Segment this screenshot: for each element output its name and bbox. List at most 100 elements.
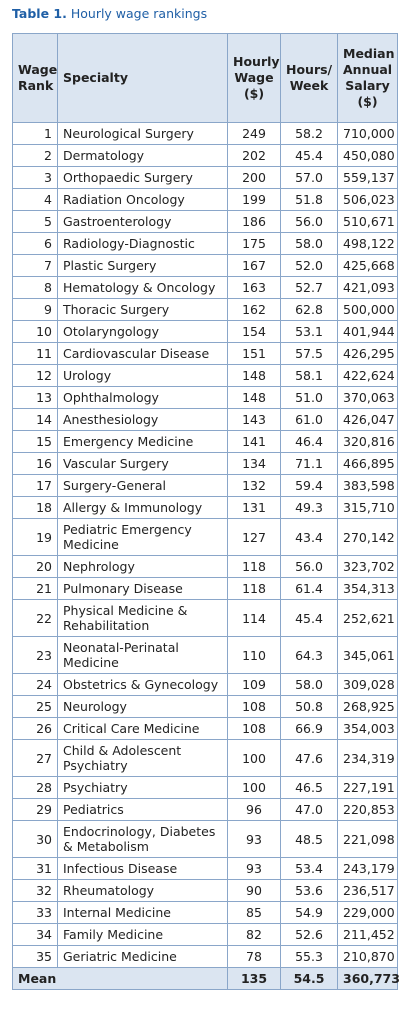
hours-per-week-cell: 43.4: [280, 518, 338, 556]
table-row: 25 Neurology 108 50.8 268,925: [12, 695, 398, 718]
rank-cell: 21: [12, 577, 58, 600]
table-row: 9 Thoracic Surgery 162 62.8 500,000: [12, 298, 398, 321]
rank-cell: 1: [12, 122, 58, 145]
specialty-cell: Ophthalmology: [57, 386, 228, 409]
rank-cell: 10: [12, 320, 58, 343]
header-row: Wage Rank Specialty Hourly Wage ($) Hours/ …: [12, 33, 398, 123]
median-salary-cell: 315,710: [337, 496, 398, 519]
header-cell: Specialty: [57, 33, 228, 123]
table-row: 11 Cardiovascular Disease 151 57.5 426,295: [12, 342, 398, 365]
rank-cell: 34: [12, 923, 58, 946]
specialty-cell: Pulmonary Disease: [57, 577, 228, 600]
hours-per-week-cell: 57.0: [280, 166, 338, 189]
specialty-cell: Pediatrics: [57, 798, 228, 821]
hourly-wage-cell: 132: [227, 474, 281, 497]
table-row: 5 Gastroenterology 186 56.0 510,671: [12, 210, 398, 233]
hours-per-week-cell: 47.0: [280, 798, 338, 821]
header-cell: Hours/ Week: [280, 33, 338, 123]
table-row: 14 Anesthesiology 143 61.0 426,047: [12, 408, 398, 431]
median-salary-cell: 234,319: [337, 739, 398, 777]
rank-cell: 35: [12, 945, 58, 968]
hourly-wage-cell: 143: [227, 408, 281, 431]
hours-per-week-cell: 59.4: [280, 474, 338, 497]
specialty-cell: Nephrology: [57, 555, 228, 578]
table-row: 35 Geriatric Medicine 78 55.3 210,870: [12, 945, 398, 968]
rank-cell: 29: [12, 798, 58, 821]
table-row: 4 Radiation Oncology 199 51.8 506,023: [12, 188, 398, 211]
rank-cell: 26: [12, 717, 58, 740]
median-salary-cell: 422,624: [337, 364, 398, 387]
median-salary-cell: 354,313: [337, 577, 398, 600]
table-row: 1 Neurological Surgery 249 58.2 710,000: [12, 122, 398, 145]
table-body: 1 Neurological Surgery 249 58.2 710,000 2 Derm…: [12, 122, 398, 968]
rank-cell: 33: [12, 901, 58, 924]
hours-per-week-cell: 66.9: [280, 717, 338, 740]
hourly-wage-cell: 131: [227, 496, 281, 519]
hourly-wage-cell: 93: [227, 857, 281, 880]
specialty-cell: Otolaryngology: [57, 320, 228, 343]
specialty-cell: Surgery-General: [57, 474, 228, 497]
median-salary-cell: 426,295: [337, 342, 398, 365]
rank-cell: 19: [12, 518, 58, 556]
hours-per-week-cell: 49.3: [280, 496, 338, 519]
rank-cell: 3: [12, 166, 58, 189]
median-salary-cell: 221,098: [337, 820, 398, 858]
rank-cell: 27: [12, 739, 58, 777]
rank-cell: 4: [12, 188, 58, 211]
specialty-cell: Neonatal-Perinatal Medicine: [57, 636, 228, 674]
hourly-wage-cell: 108: [227, 695, 281, 718]
median-salary-cell: 466,895: [337, 452, 398, 475]
rank-cell: 24: [12, 673, 58, 696]
specialty-cell: Cardiovascular Disease: [57, 342, 228, 365]
specialty-cell: Orthopaedic Surgery: [57, 166, 228, 189]
hourly-wage-cell: 110: [227, 636, 281, 674]
specialty-cell: Plastic Surgery: [57, 254, 228, 277]
hours-per-week-cell: 61.4: [280, 577, 338, 600]
rank-cell: 20: [12, 555, 58, 578]
specialty-cell: Critical Care Medicine: [57, 717, 228, 740]
median-salary-cell: 236,517: [337, 879, 398, 902]
median-salary-cell: 450,080: [337, 144, 398, 167]
table-row: 3 Orthopaedic Surgery 200 57.0 559,137: [12, 166, 398, 189]
hours-per-week-cell: 53.1: [280, 320, 338, 343]
hours-per-week-cell: 64.3: [280, 636, 338, 674]
rank-cell: 22: [12, 599, 58, 637]
table-row: 33 Internal Medicine 85 54.9 229,000: [12, 901, 398, 924]
specialty-cell: Anesthesiology: [57, 408, 228, 431]
hourly-wage-cell: 175: [227, 232, 281, 255]
hourly-wage-cell: 82: [227, 923, 281, 946]
table-row: 19 Pediatric Emergency Medicine 127 43.4 270…: [12, 518, 398, 556]
table-row: 32 Rheumatology 90 53.6 236,517: [12, 879, 398, 902]
hourly-wage-cell: 78: [227, 945, 281, 968]
median-salary-cell: 227,191: [337, 776, 398, 799]
rank-cell: 12: [12, 364, 58, 387]
median-salary-cell: 323,702: [337, 555, 398, 578]
table-row: 30 Endocrinology, Diabetes & Metabolism 93…: [12, 820, 398, 858]
median-salary-cell: 270,142: [337, 518, 398, 556]
median-salary-cell: 425,668: [337, 254, 398, 277]
specialty-cell: Physical Medicine & Rehabilitation: [57, 599, 228, 637]
hours-per-week-cell: 58.0: [280, 673, 338, 696]
rank-cell: 30: [12, 820, 58, 858]
table-row: 26 Critical Care Medicine 108 66.9 354,003: [12, 717, 398, 740]
hours-per-week-cell: 51.8: [280, 188, 338, 211]
rank-cell: 18: [12, 496, 58, 519]
median-salary-cell: 211,452: [337, 923, 398, 946]
hourly-wage-cell: 109: [227, 673, 281, 696]
hours-per-week-cell: 56.0: [280, 555, 338, 578]
mean-label: Mean: [12, 967, 228, 990]
table-row: 21 Pulmonary Disease 118 61.4 354,313: [12, 577, 398, 600]
rank-cell: 6: [12, 232, 58, 255]
specialty-cell: Child & Adolescent Psychiatry: [57, 739, 228, 777]
specialty-cell: Emergency Medicine: [57, 430, 228, 453]
hours-per-week-cell: 71.1: [280, 452, 338, 475]
hours-per-week-cell: 46.4: [280, 430, 338, 453]
hours-per-week-cell: 50.8: [280, 695, 338, 718]
hourly-wage-cell: 154: [227, 320, 281, 343]
hours-per-week-cell: 46.5: [280, 776, 338, 799]
specialty-cell: Family Medicine: [57, 923, 228, 946]
table-row: 27 Child & Adolescent Psychiatry 100 47.6 23…: [12, 739, 398, 777]
hours-per-week-cell: 52.7: [280, 276, 338, 299]
table-row: 13 Ophthalmology 148 51.0 370,063: [12, 386, 398, 409]
caption-label: Table 1.: [12, 6, 67, 21]
